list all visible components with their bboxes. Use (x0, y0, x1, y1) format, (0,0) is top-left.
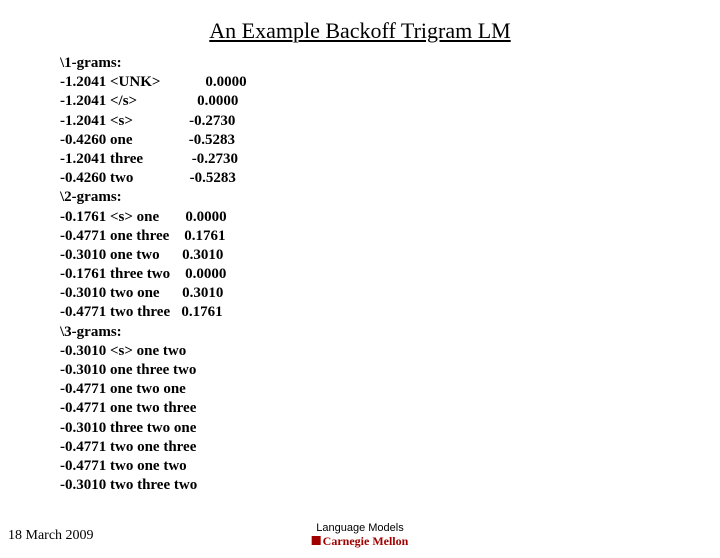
lm-content: \1-grams: -1.2041 <UNK> 0.0000 -1.2041 <… (60, 54, 720, 495)
carnegie-mellon-logo: Carnegie Mellon (312, 532, 409, 550)
logo-square-icon (312, 536, 321, 545)
logo-text: Carnegie Mellon (323, 534, 409, 548)
page-title: An Example Backoff Trigram LM (0, 18, 720, 44)
